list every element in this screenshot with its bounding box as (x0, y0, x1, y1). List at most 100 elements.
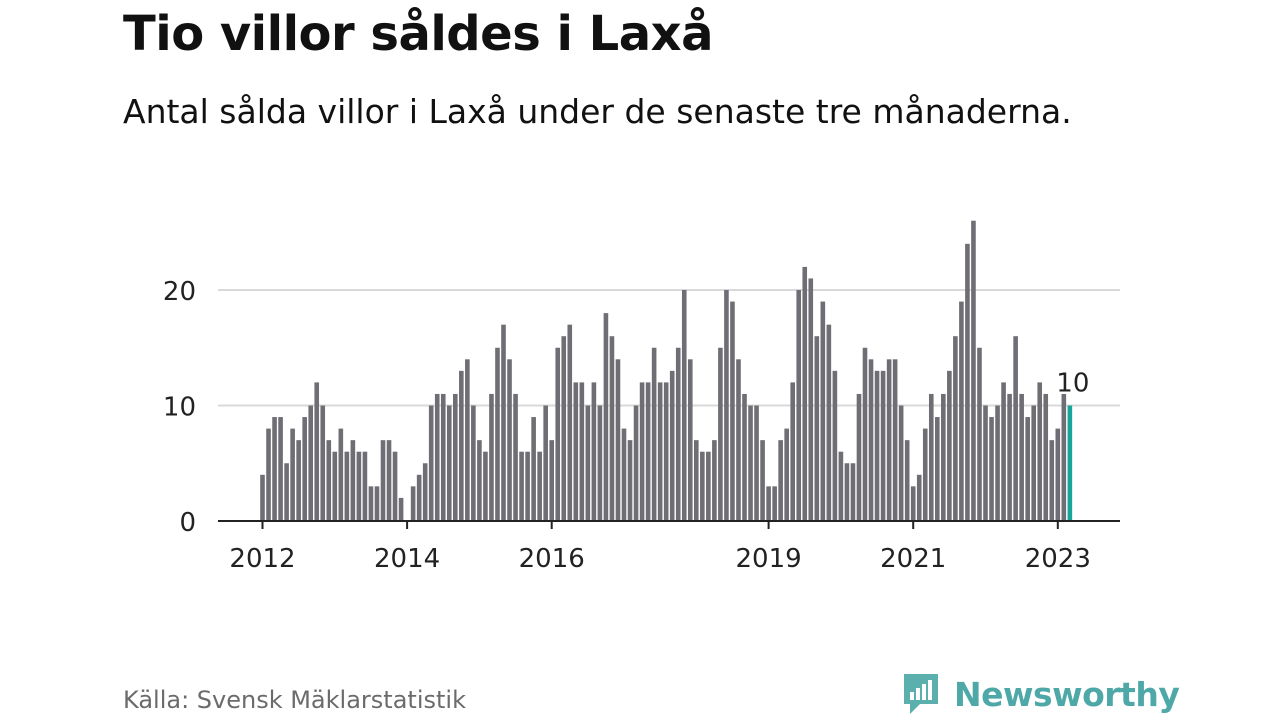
chart-title: Tio villor såldes i Laxå (123, 6, 714, 62)
bar (645, 382, 651, 521)
bar (928, 393, 934, 521)
bar (368, 486, 374, 521)
bar (910, 486, 916, 521)
bar (1031, 405, 1036, 521)
bar (597, 405, 603, 521)
brand-name: Newsworthy (954, 674, 1180, 714)
bar (941, 393, 946, 521)
brand-logo[interactable]: Newsworthy (900, 670, 1180, 718)
bar (959, 301, 964, 521)
bar (886, 359, 892, 521)
bar (754, 405, 759, 521)
bar (266, 428, 271, 521)
bar (784, 428, 789, 521)
bar (579, 382, 585, 521)
bar (314, 382, 320, 521)
x-tick-label: 2016 (519, 544, 585, 574)
bar (549, 440, 554, 521)
bar (983, 405, 988, 521)
bar (766, 486, 771, 521)
bar (935, 417, 940, 521)
bar (603, 313, 609, 521)
bar (1019, 393, 1024, 521)
x-tick-label: 2019 (736, 544, 802, 574)
bar (290, 428, 295, 521)
bar (621, 428, 627, 521)
bar (555, 347, 561, 521)
bar (736, 359, 741, 521)
bar (657, 382, 663, 521)
bar (519, 451, 524, 521)
bar (706, 451, 711, 521)
bar (1061, 393, 1067, 521)
bar (278, 417, 283, 521)
bar (609, 336, 615, 521)
bar (302, 417, 307, 521)
bar (892, 359, 898, 521)
x-tick-label: 2021 (880, 544, 946, 574)
bar (591, 382, 597, 521)
chart-subtitle: Antal sålda villor i Laxå under de senas… (123, 92, 1072, 131)
bar (898, 405, 904, 521)
bar (790, 382, 795, 521)
bar (1037, 382, 1043, 521)
bar (820, 301, 826, 521)
bar (760, 440, 765, 521)
bar (627, 440, 633, 521)
bar (687, 359, 693, 521)
bar (453, 393, 458, 521)
bar (880, 370, 886, 521)
bar (1007, 393, 1012, 521)
y-tick-label: 20 (163, 277, 196, 307)
bar (669, 370, 675, 521)
bar (543, 405, 548, 521)
bar (639, 382, 645, 521)
bar (428, 405, 434, 521)
bar (916, 474, 922, 521)
bar (434, 393, 440, 521)
bar (422, 463, 428, 521)
bar (826, 324, 832, 521)
bar (338, 428, 344, 521)
bar (398, 497, 404, 521)
bar (778, 440, 783, 521)
bar (808, 278, 814, 521)
bar (332, 451, 338, 521)
bar (700, 451, 705, 521)
bar-chart-speech-bubble-icon (904, 674, 938, 714)
bar (904, 440, 910, 521)
highlight-value-label: 10 (1056, 369, 1089, 399)
bar (585, 405, 591, 521)
bar (681, 290, 687, 521)
bar (459, 370, 464, 521)
bar (567, 324, 573, 521)
bar (326, 440, 332, 521)
bar (477, 440, 482, 521)
bars (260, 220, 1073, 522)
bar (483, 451, 488, 521)
bar-highlight (1067, 405, 1073, 521)
bar (489, 393, 494, 521)
x-tick-label: 2014 (374, 544, 440, 574)
bar (874, 370, 880, 521)
bar (356, 451, 362, 521)
source-note: Källa: Svensk Mäklarstatistik (123, 686, 466, 714)
bar (573, 382, 579, 521)
bar (308, 405, 313, 521)
bar (561, 336, 567, 521)
bar (272, 417, 277, 521)
bar (501, 324, 506, 521)
bar (380, 440, 386, 521)
y-tick-label: 10 (163, 393, 196, 423)
bar (392, 451, 398, 521)
bar (615, 359, 621, 521)
bar (495, 347, 500, 521)
bar (989, 417, 994, 521)
bar (977, 347, 982, 521)
bar (1001, 382, 1006, 521)
bar (386, 440, 392, 521)
bar (947, 370, 952, 521)
bar (651, 347, 657, 521)
